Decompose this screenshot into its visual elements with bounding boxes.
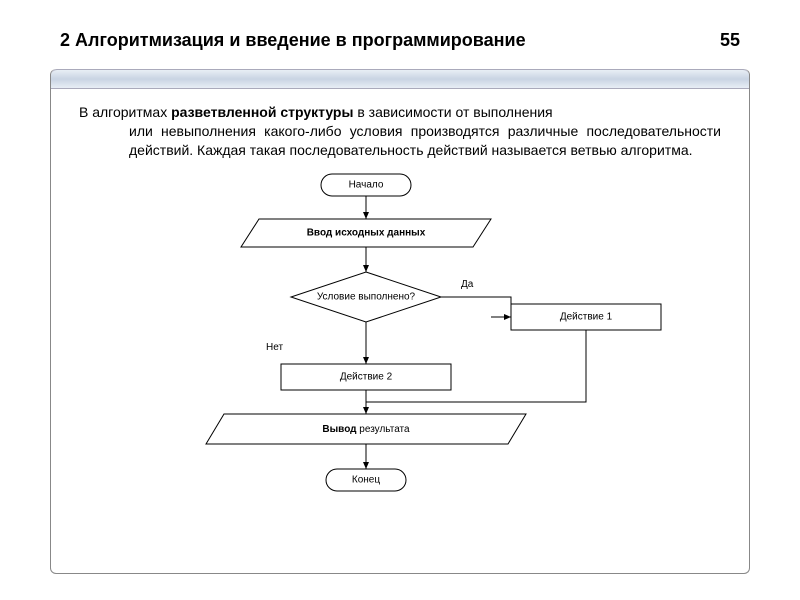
frame-top-bar (51, 69, 749, 89)
page-number: 55 (720, 30, 740, 51)
content-frame: В алгоритмах разветвленной структуры в з… (50, 69, 750, 574)
svg-text:Вывод результата: Вывод результата (322, 423, 410, 434)
para-part-c: в зависимости от выполнения (353, 104, 552, 120)
flowchart-svg: Начало Ввод исходных данных Условие выполн… (51, 164, 750, 534)
paragraph: В алгоритмах разветвленной структуры в з… (51, 89, 749, 164)
page-title: 2 Алгоритмизация и введение в программир… (60, 30, 526, 51)
svg-text:Действие 2: Действие 2 (340, 371, 393, 382)
svg-text:Нет: Нет (266, 342, 283, 353)
para-rest: или невыполнения какого-либо условия про… (79, 122, 721, 160)
flowchart: Начало Ввод исходных данных Условие выполн… (51, 164, 749, 534)
para-part-a: В алгоритмах (79, 104, 171, 120)
svg-text:Ввод исходных данных: Ввод исходных данных (307, 227, 426, 238)
svg-text:Начало: Начало (349, 179, 384, 190)
para-part-bold: разветвленной структуры (171, 104, 353, 120)
svg-text:Конец: Конец (352, 474, 380, 485)
svg-text:Условие выполнено?: Условие выполнено? (317, 291, 416, 302)
svg-text:Действие 1: Действие 1 (560, 311, 613, 322)
svg-text:Да: Да (461, 279, 474, 290)
